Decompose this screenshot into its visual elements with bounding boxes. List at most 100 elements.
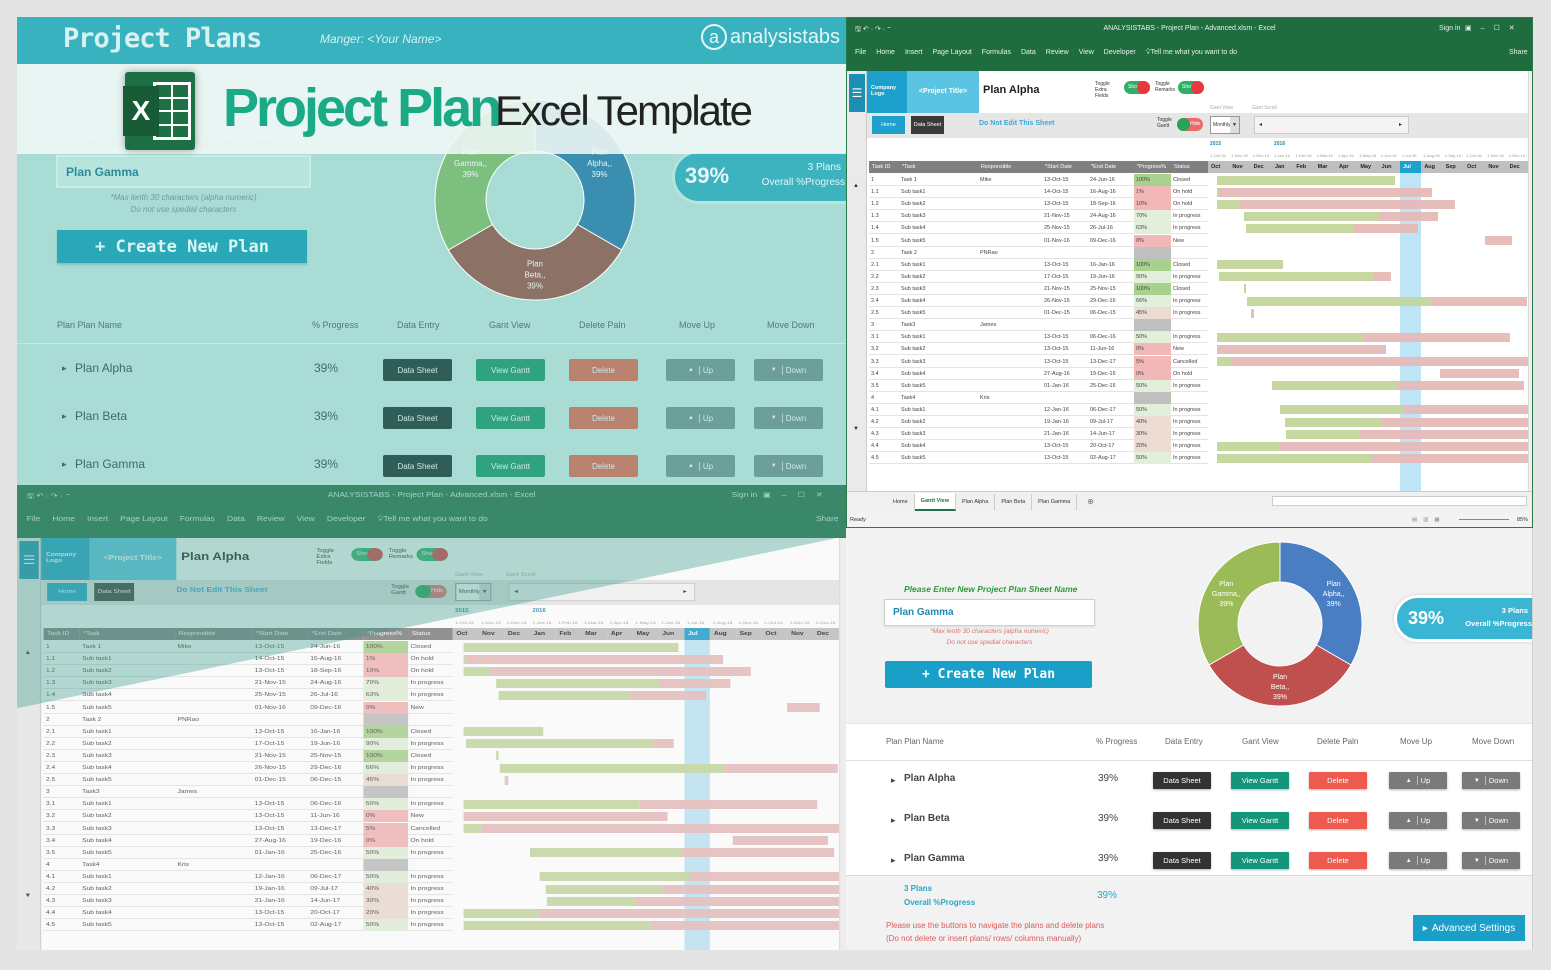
start-date-cell[interactable]: 12-Jan-16 <box>1044 406 1069 413</box>
progress-cell[interactable]: 0% <box>1134 367 1171 380</box>
task-id-cell[interactable]: 2.4 <box>871 298 879 304</box>
task-id-cell[interactable]: 3.5 <box>45 849 56 856</box>
end-date-cell[interactable]: 25-Dec-16 <box>310 849 342 856</box>
column-header[interactable]: Plan Plan Name <box>886 737 944 746</box>
end-date-cell[interactable] <box>308 714 364 726</box>
responsible-cell[interactable] <box>978 368 1042 380</box>
status-cell[interactable]: Cancelled <box>1173 358 1198 365</box>
start-date-cell[interactable]: 13-Oct-15 <box>254 910 285 917</box>
task-id-cell[interactable]: 4.4 <box>871 443 879 450</box>
status-cell[interactable]: In progress <box>1173 443 1201 450</box>
end-date-cell[interactable]: 24-Jun-16 <box>310 644 341 650</box>
progress-cell[interactable]: 50% <box>363 919 409 932</box>
column-header[interactable]: Delete Paln <box>1317 737 1359 746</box>
sign-in-link[interactable]: Sign in <box>1439 25 1461 32</box>
status-cell[interactable]: Closed <box>410 728 432 735</box>
start-date-cell[interactable]: 13-Oct-15 <box>1044 334 1069 341</box>
responsible-cell[interactable]: James <box>177 789 198 796</box>
task-name-cell[interactable]: Sub task2 <box>82 668 112 675</box>
column-header[interactable]: Move Up <box>1400 737 1433 746</box>
task-id-cell[interactable]: 4 <box>45 861 50 868</box>
end-date-cell[interactable]: 09-Dec-16 <box>310 704 342 711</box>
task-name-cell[interactable]: Sub task5 <box>82 704 112 711</box>
end-date-cell[interactable]: 06-Dec-17 <box>1090 406 1116 413</box>
end-date-cell[interactable]: 20-Oct-17 <box>310 910 340 917</box>
task-id-cell[interactable]: 3.3 <box>871 358 879 365</box>
status-cell[interactable]: On hold <box>410 837 434 844</box>
task-name-cell[interactable]: Sub task4 <box>901 370 926 377</box>
end-date-cell[interactable]: 09-Jul-17 <box>310 886 338 892</box>
task-id-cell[interactable]: 1.2 <box>871 201 879 208</box>
responsible-cell[interactable] <box>978 428 1042 440</box>
start-date-cell[interactable]: 17-Oct-15 <box>1044 273 1069 280</box>
task-id-cell[interactable]: 3.2 <box>45 813 56 820</box>
start-date-cell[interactable] <box>252 859 308 871</box>
start-date-cell[interactable]: 13-Oct-15 <box>1044 455 1069 462</box>
start-date-cell[interactable]: 21-Nov-15 <box>1044 213 1070 220</box>
task-name-cell[interactable]: Sub task3 <box>901 431 926 438</box>
column-header[interactable]: Data Entry <box>1165 737 1203 746</box>
task-name-cell[interactable]: Task4 <box>901 394 916 401</box>
task-id-cell[interactable]: 1.2 <box>45 668 56 675</box>
status-cell[interactable]: In progress <box>410 740 444 747</box>
responsible-cell[interactable] <box>978 295 1042 307</box>
task-id-cell[interactable]: 3.3 <box>45 825 56 832</box>
responsible-cell[interactable] <box>978 404 1042 416</box>
status-cell[interactable] <box>408 859 453 871</box>
move-down-button[interactable]: ▼ Down <box>754 455 823 477</box>
progress-cell[interactable]: 100% <box>1134 282 1171 295</box>
row-scroll-up-icon[interactable]: ▲ <box>853 183 859 189</box>
ribbon-tab[interactable]: Developer <box>326 516 366 523</box>
ribbon-tab[interactable]: Home <box>876 49 895 56</box>
task-id-cell[interactable]: 3.5 <box>871 382 879 389</box>
column-header[interactable]: Gant View <box>1242 737 1279 746</box>
responsible-cell[interactable] <box>175 798 252 810</box>
expand-caret-icon[interactable]: ▸ <box>62 459 67 469</box>
ribbon-tab[interactable]: Formulas <box>981 49 1011 56</box>
end-date-cell[interactable]: 11-Jun-16 <box>1090 346 1115 353</box>
sheet-tab[interactable]: Plan Alpha <box>956 493 996 510</box>
column-header[interactable]: Data Entry <box>397 320 440 330</box>
task-name-cell[interactable]: Sub task4 <box>82 765 112 771</box>
responsible-cell[interactable] <box>175 810 252 822</box>
end-date-cell[interactable]: 24-Jun-16 <box>1090 177 1115 183</box>
start-date-cell[interactable]: 13-Oct-15 <box>254 813 285 820</box>
add-sheet-icon[interactable]: ⊕ <box>1087 497 1094 506</box>
end-date-cell[interactable]: 06-Dec-15 <box>310 777 342 784</box>
move-up-button[interactable]: ▲ Up <box>1389 772 1447 789</box>
task-name-cell[interactable]: Sub task4 <box>82 910 112 917</box>
responsible-cell[interactable] <box>175 919 252 931</box>
start-date-cell[interactable]: 26-Nov-15 <box>1044 298 1070 304</box>
status-cell[interactable]: In progress <box>1173 419 1201 425</box>
end-date-cell[interactable]: 14-Jun-17 <box>1090 431 1115 438</box>
task-name-cell[interactable]: Sub task5 <box>82 777 112 784</box>
move-up-button[interactable]: ▲ Up <box>1389 852 1447 869</box>
task-name-cell[interactable]: Sub task2 <box>82 813 112 820</box>
progress-cell[interactable]: 0% <box>363 701 409 714</box>
end-date-cell[interactable]: 06-Dec-17 <box>310 873 342 880</box>
progress-cell[interactable]: 1% <box>363 653 409 666</box>
progress-cell[interactable]: 40% <box>1134 416 1171 429</box>
hamburger-menu-icon[interactable]: ☰ <box>19 541 39 579</box>
start-date-cell[interactable]: 01-Jan-16 <box>1044 382 1069 389</box>
task-name-cell[interactable]: Task 1 <box>901 177 917 183</box>
start-date-cell[interactable]: 19-Jan-16 <box>1044 419 1069 425</box>
progress-cell[interactable]: 0% <box>1134 234 1171 247</box>
end-date-cell[interactable]: 09-Dec-16 <box>1090 237 1116 244</box>
status-cell[interactable]: In progress <box>1173 382 1201 389</box>
start-date-cell[interactable]: 21-Jan-16 <box>1044 431 1069 438</box>
responsible-cell[interactable] <box>978 210 1042 222</box>
ribbon-tab[interactable]: Formulas <box>179 516 215 523</box>
responsible-cell[interactable] <box>978 343 1042 355</box>
status-cell[interactable]: Closed <box>1173 177 1191 183</box>
task-name-cell[interactable]: Sub task5 <box>901 455 926 462</box>
task-id-cell[interactable]: 1.5 <box>45 704 56 711</box>
progress-cell[interactable]: 100% <box>1134 258 1171 271</box>
task-id-cell[interactable]: 2.5 <box>45 777 56 784</box>
data-sheet-button[interactable]: Data Sheet <box>1153 852 1211 869</box>
view-gantt-button[interactable]: View Gantt <box>1231 852 1289 869</box>
row-scroll-down-icon[interactable]: ▼ <box>24 893 32 899</box>
start-date-cell[interactable]: 13-Oct-15 <box>1044 177 1069 183</box>
gantt-scrollbar[interactable]: ◂ ▸ <box>1254 116 1409 134</box>
start-date-cell[interactable]: 01-Dec-15 <box>1044 310 1070 317</box>
